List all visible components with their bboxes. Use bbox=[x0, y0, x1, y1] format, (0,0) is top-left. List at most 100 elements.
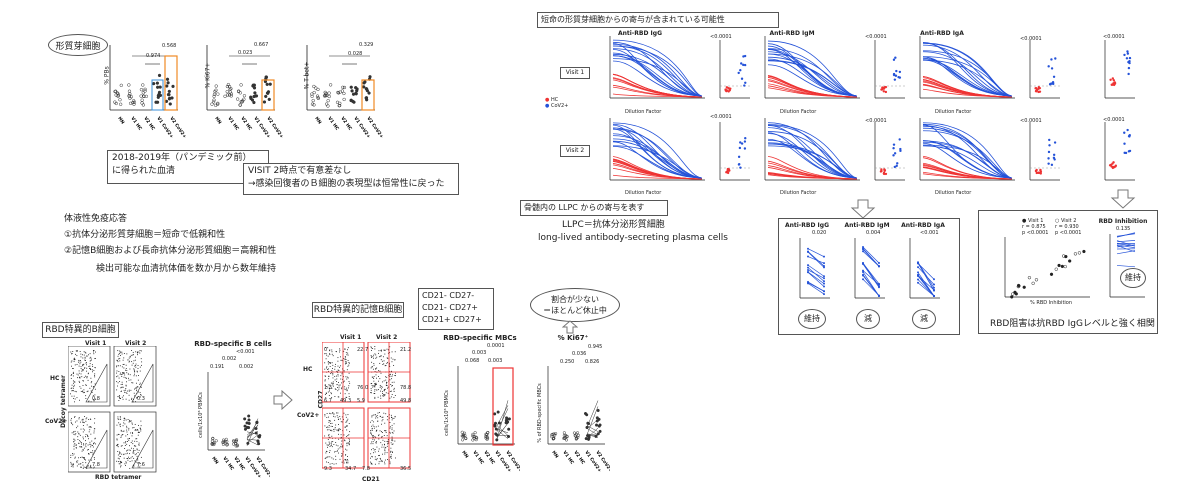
flow-event bbox=[349, 382, 351, 384]
flow-event bbox=[332, 385, 334, 387]
flow-event bbox=[372, 386, 374, 388]
flow-event bbox=[326, 416, 328, 418]
flow-event bbox=[372, 448, 374, 449]
flow-event bbox=[73, 463, 74, 465]
flow-event bbox=[77, 425, 79, 427]
flow-event bbox=[72, 454, 74, 456]
flow-event bbox=[140, 350, 142, 352]
flow-event bbox=[328, 444, 330, 445]
cov-dot bbox=[897, 75, 900, 79]
flow-event bbox=[94, 376, 96, 378]
pb-dot bbox=[216, 101, 220, 106]
pb-dot bbox=[113, 100, 117, 104]
flow-event bbox=[137, 424, 139, 426]
flow-event bbox=[384, 459, 386, 461]
flow-event bbox=[344, 348, 345, 350]
flow-event bbox=[345, 425, 347, 427]
pair-dot bbox=[823, 285, 825, 288]
flow-event bbox=[128, 357, 130, 359]
flow-event bbox=[131, 435, 133, 437]
flow-event bbox=[76, 350, 78, 351]
flow-event bbox=[134, 429, 136, 431]
scatter-dot bbox=[221, 442, 225, 446]
flow-event bbox=[137, 432, 139, 433]
pb-dot bbox=[338, 101, 342, 105]
flow-event bbox=[116, 370, 118, 372]
flow-event bbox=[87, 372, 89, 374]
flow-event bbox=[125, 389, 126, 391]
flow-event bbox=[343, 380, 345, 382]
flow-event bbox=[339, 418, 341, 420]
flow-event bbox=[87, 436, 89, 438]
flow-event bbox=[86, 424, 88, 426]
flow-event bbox=[128, 421, 130, 423]
flow-event bbox=[123, 442, 125, 444]
q-v2cov-1: 36.5 bbox=[400, 466, 412, 472]
flow-event bbox=[330, 382, 332, 384]
flow-event bbox=[375, 416, 377, 418]
bm-xlabel: CD21 bbox=[362, 476, 380, 483]
pair-dot bbox=[823, 255, 825, 258]
flow-event bbox=[131, 440, 133, 442]
flow-event bbox=[386, 376, 388, 378]
flow-event bbox=[394, 395, 396, 396]
pb-dot bbox=[362, 81, 366, 85]
flow-event bbox=[336, 450, 338, 452]
flow-event bbox=[387, 387, 388, 389]
flow-event bbox=[394, 416, 396, 418]
flow-event bbox=[80, 457, 82, 458]
flow-event bbox=[331, 351, 333, 353]
pb-dot bbox=[349, 85, 353, 89]
flow-event bbox=[328, 421, 330, 423]
flow-event bbox=[118, 377, 120, 379]
flow-event bbox=[387, 358, 389, 360]
flow-event bbox=[333, 463, 335, 465]
flow-event bbox=[85, 446, 87, 448]
pb-ylabel: % PBs bbox=[103, 66, 111, 85]
flow-event bbox=[72, 368, 74, 369]
flow-event bbox=[119, 426, 121, 428]
flow-event bbox=[331, 422, 333, 424]
bl-plot-title: RBD-specific B cells bbox=[194, 340, 272, 348]
flow-event bbox=[385, 392, 387, 394]
auc-p-8: <0.0001 bbox=[1103, 117, 1125, 123]
flow-event bbox=[140, 425, 142, 427]
cov-curve bbox=[612, 45, 703, 97]
flow-event bbox=[331, 387, 333, 389]
flow-event bbox=[390, 454, 392, 456]
flow-event bbox=[341, 440, 343, 442]
pb-dot bbox=[315, 94, 320, 98]
flow-event bbox=[75, 353, 77, 355]
pb-dot bbox=[132, 99, 136, 103]
corr-dot bbox=[1061, 254, 1066, 258]
corr-dot bbox=[1016, 284, 1020, 289]
flow-event bbox=[71, 463, 73, 465]
bl-p4: 0.002 bbox=[239, 364, 254, 370]
pair-dot bbox=[862, 250, 864, 253]
flow-event bbox=[375, 384, 377, 386]
pair-line bbox=[586, 400, 599, 428]
flow-event bbox=[331, 441, 333, 443]
flow-event bbox=[73, 384, 75, 386]
flow-event bbox=[334, 379, 336, 381]
hc-dot bbox=[1034, 87, 1038, 90]
flow-event bbox=[327, 386, 329, 388]
cov-dot bbox=[737, 155, 741, 159]
flow-event bbox=[370, 389, 372, 391]
flow-event bbox=[337, 429, 339, 431]
cov-curve bbox=[612, 122, 703, 179]
flow-event bbox=[344, 386, 346, 388]
flow-event bbox=[72, 465, 74, 467]
flow-event bbox=[73, 433, 75, 435]
flow-event bbox=[341, 455, 342, 457]
flow-event bbox=[324, 347, 326, 348]
flow-event bbox=[83, 447, 85, 449]
flow-event bbox=[74, 457, 76, 459]
flow-event bbox=[373, 393, 375, 394]
flow-event bbox=[126, 427, 128, 429]
flow-event bbox=[129, 360, 131, 362]
flow-event bbox=[387, 442, 389, 444]
flow-event bbox=[329, 442, 331, 444]
flow-event bbox=[117, 433, 119, 435]
flow-event bbox=[90, 464, 92, 466]
